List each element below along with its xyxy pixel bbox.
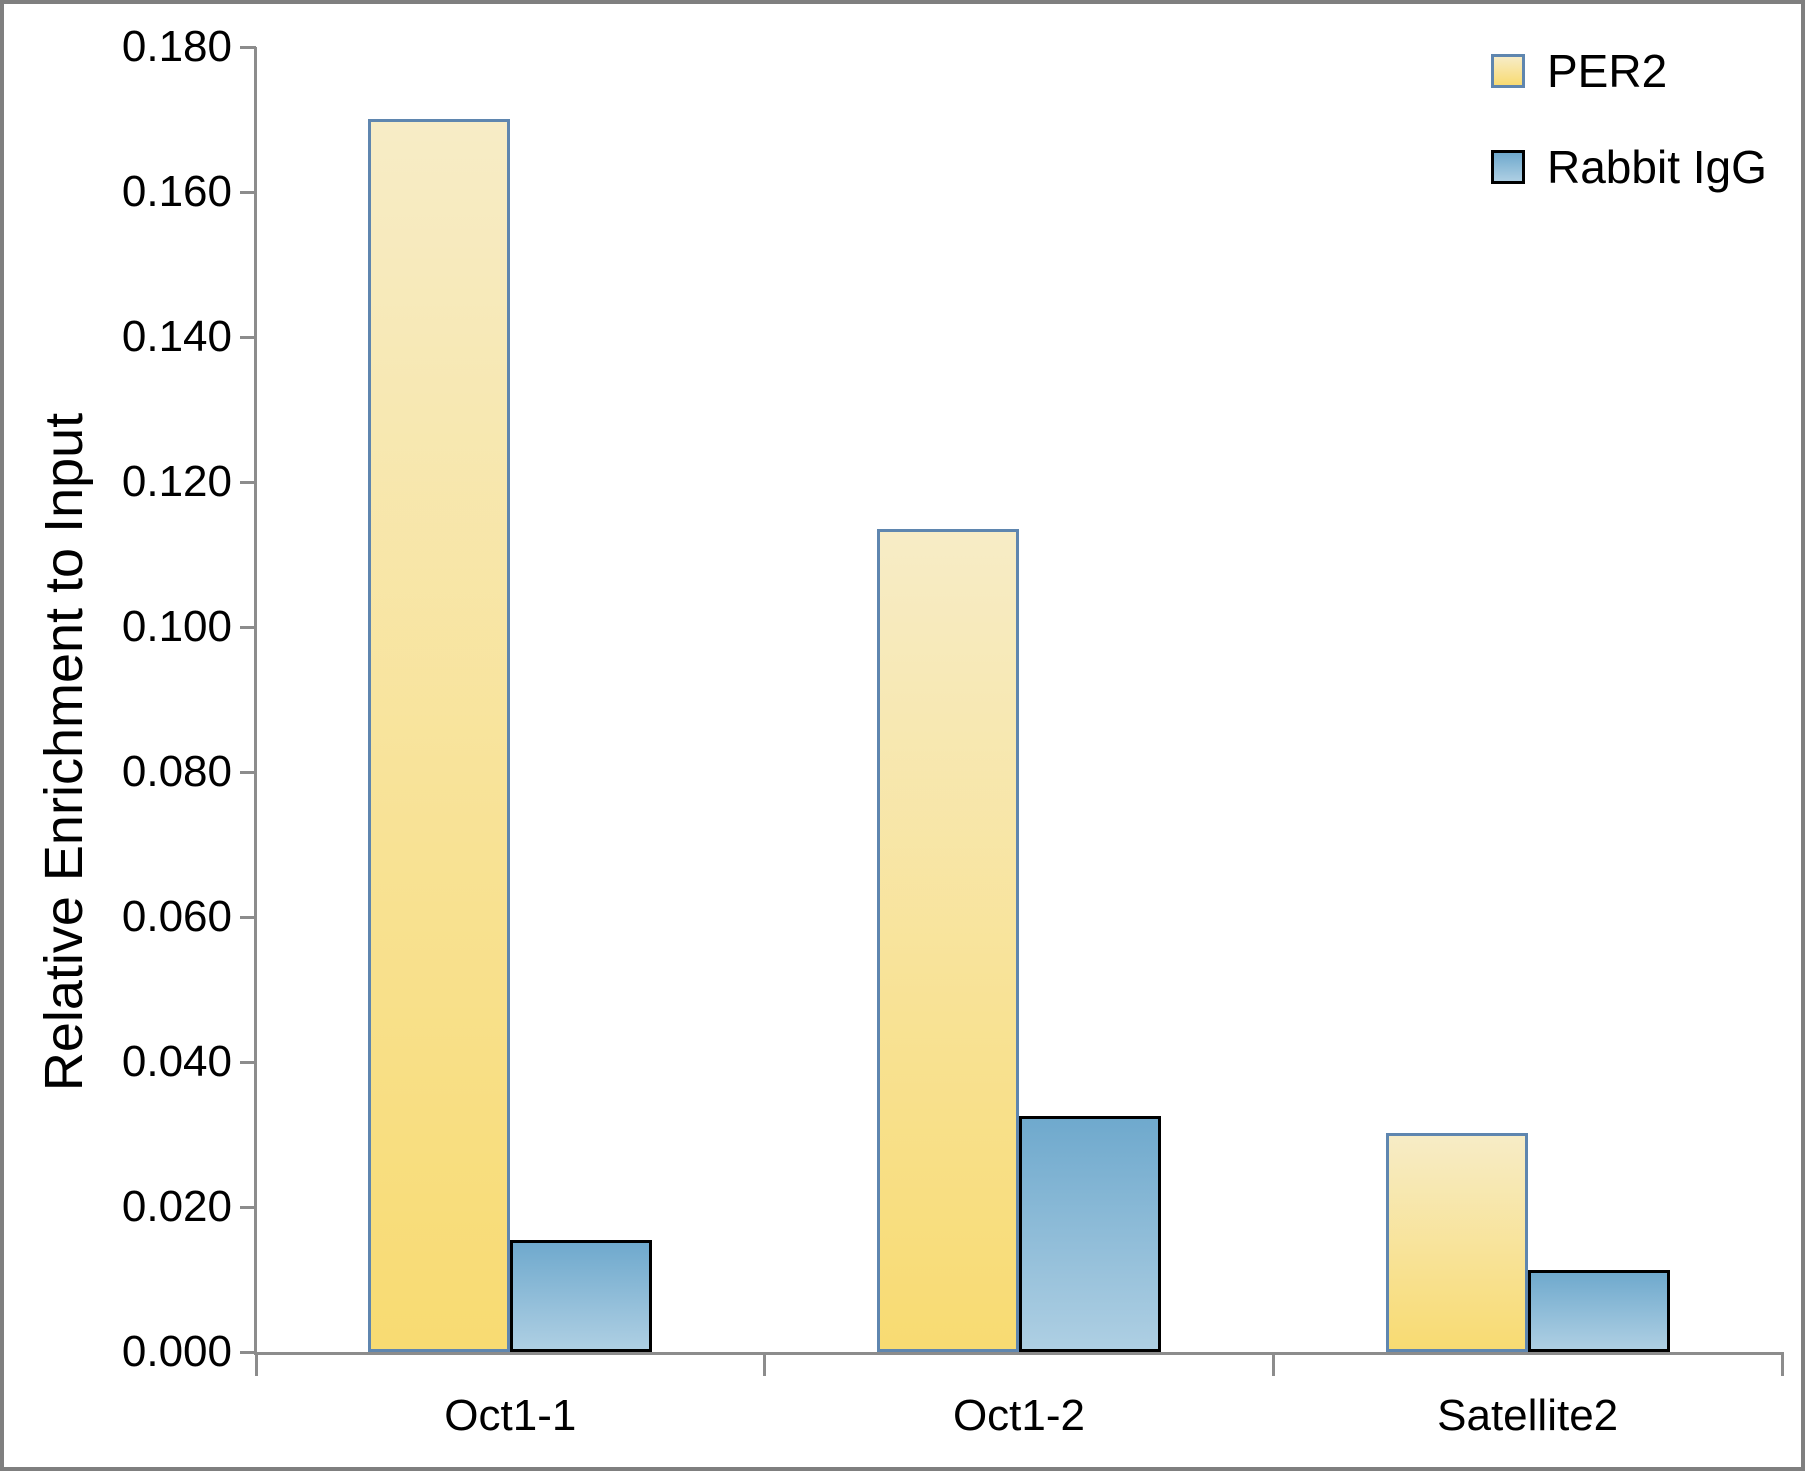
y-tick-mark: [240, 46, 256, 49]
legend-item-rabbit-igg: Rabbit IgG: [1491, 142, 1767, 192]
y-tick-label: 0.080: [121, 747, 232, 796]
y-tick-mark: [240, 191, 256, 194]
y-tick-mark: [240, 336, 256, 339]
y-tick-label: 0.060: [121, 892, 232, 941]
bar-per2-oct1-1: [368, 119, 510, 1352]
y-tick-label: 0.140: [121, 312, 232, 361]
y-tick-label: 0.100: [121, 602, 232, 651]
y-tick-label: 0.160: [121, 167, 232, 216]
y-tick-label: 0.120: [121, 457, 232, 506]
y-axis-line: [254, 47, 257, 1355]
x-label-oct1-2: Oct1-2: [952, 1391, 1085, 1440]
y-tick-label: 0.040: [121, 1037, 232, 1086]
x-label-satellite2: Satellite2: [1437, 1391, 1619, 1440]
y-tick-label: 0.180: [121, 22, 232, 71]
bar-rabbit-igg-oct1-2: [1019, 1116, 1161, 1352]
x-label-oct1-1: Oct1-1: [444, 1391, 577, 1440]
legend-swatch-per2: [1491, 54, 1525, 88]
bar-rabbit-igg-satellite2: [1528, 1270, 1670, 1352]
x-axis-line: [254, 1352, 1782, 1355]
y-tick-mark: [240, 1351, 256, 1354]
x-tick-mark: [763, 1352, 767, 1376]
bar-per2-oct1-2: [877, 529, 1019, 1352]
legend-label-rabbit-igg: Rabbit IgG: [1547, 141, 1767, 193]
y-tick-mark: [240, 1061, 256, 1064]
y-tick-mark: [240, 916, 256, 919]
y-tick-mark: [240, 481, 256, 484]
legend-label-per2: PER2: [1547, 45, 1668, 97]
y-tick-mark: [240, 626, 256, 629]
x-tick-mark: [1780, 1352, 1784, 1376]
y-tick-mark: [240, 771, 256, 774]
legend-swatch-rabbit-igg: [1491, 150, 1525, 184]
bar-per2-satellite2: [1386, 1133, 1528, 1352]
legend: PER2 Rabbit IgG: [1491, 46, 1767, 238]
y-tick-label: 0.000: [121, 1327, 232, 1376]
x-tick-mark: [254, 1352, 258, 1376]
y-tick-mark: [240, 1206, 256, 1209]
bar-rabbit-igg-oct1-1: [510, 1240, 652, 1352]
x-tick-mark: [1271, 1352, 1275, 1376]
y-tick-label: 0.020: [121, 1182, 232, 1231]
legend-item-per2: PER2: [1491, 46, 1767, 96]
